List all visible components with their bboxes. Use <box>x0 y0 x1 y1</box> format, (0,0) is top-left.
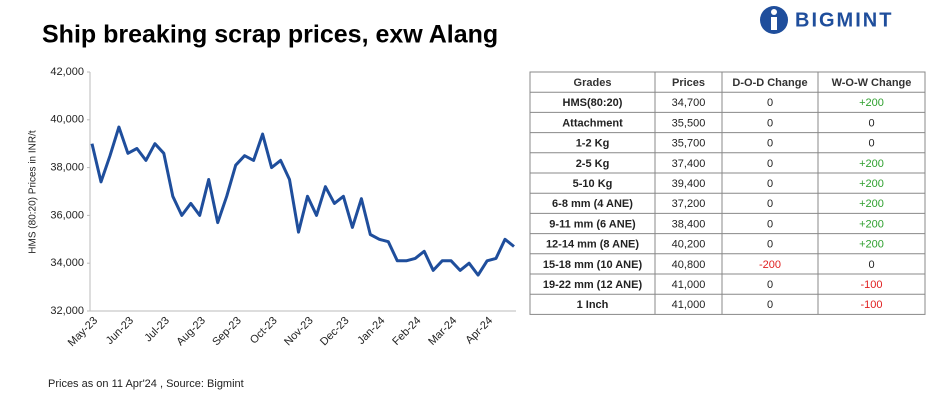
x-tick-label: Jul-23 <box>142 315 172 345</box>
table-cell: 12-14 mm (8 ANE) <box>546 239 639 251</box>
table-cell: 0 <box>767 239 773 251</box>
table-cell: 0 <box>767 218 773 230</box>
table-cell: 0 <box>868 117 874 129</box>
table-cell: +200 <box>859 218 884 230</box>
table-cell: 9-11 mm (6 ANE) <box>549 218 636 230</box>
table-cell: 6-8 mm (4 ANE) <box>552 198 633 210</box>
table-cell: 41,000 <box>672 299 706 311</box>
table-cell: 19-22 mm (12 ANE) <box>543 279 643 291</box>
table-cell: 0 <box>868 138 874 150</box>
y-tick-label: 32,000 <box>50 305 84 317</box>
table-cell: 38,400 <box>672 218 706 230</box>
table-cell: -200 <box>759 259 781 271</box>
chart-title: Ship breaking scrap prices, exw Alang <box>42 21 498 49</box>
table-cell: 0 <box>767 279 773 291</box>
table-cell: 0 <box>767 117 773 129</box>
table-cell: 5-10 Kg <box>573 178 613 190</box>
table-cell: 1 Inch <box>577 299 609 311</box>
table-header: W-O-W Change <box>832 77 912 89</box>
table-cell: +200 <box>859 239 884 251</box>
table-cell: 40,200 <box>672 239 706 251</box>
table-cell: 39,400 <box>672 178 706 190</box>
y-tick-label: 34,000 <box>50 257 84 269</box>
table-cell: 41,000 <box>672 279 706 291</box>
x-tick-label: Dec-23 <box>318 315 352 349</box>
table-cell: HMS(80:20) <box>563 97 623 109</box>
x-tick-label: Jan-24 <box>355 315 387 347</box>
table-cell: 35,700 <box>672 138 706 150</box>
logo-icon <box>760 6 788 34</box>
table-cell: -100 <box>860 279 882 291</box>
y-tick-label: 40,000 <box>50 114 84 126</box>
table-cell: Attachment <box>562 117 623 129</box>
y-tick-label: 38,000 <box>50 162 84 174</box>
x-tick-label: Sep-23 <box>210 315 244 349</box>
table-cell: 0 <box>767 299 773 311</box>
data-line <box>90 125 515 277</box>
table-cell: -100 <box>860 299 882 311</box>
footnote: Prices as on 11 Apr'24 , Source: Bigmint <box>48 378 244 390</box>
x-tick-label: Feb-24 <box>390 315 423 348</box>
table-cell: 15-18 mm (10 ANE) <box>543 259 643 271</box>
table-cell: 0 <box>767 97 773 109</box>
table-cell: 0 <box>868 259 874 271</box>
x-tick-label: Apr-24 <box>463 315 495 347</box>
table-cell: +200 <box>859 97 884 109</box>
table-cell: +200 <box>859 178 884 190</box>
table-cell: 34,700 <box>672 97 706 109</box>
y-tick-label: 36,000 <box>50 209 84 221</box>
table-header: D-O-D Change <box>732 77 807 89</box>
table-cell: 37,200 <box>672 198 706 210</box>
x-tick-label: Mar-24 <box>426 315 459 348</box>
table-cell: +200 <box>859 198 884 210</box>
table-cell: 0 <box>767 178 773 190</box>
table-cell: 1-2 Kg <box>576 138 610 150</box>
table-cell: 37,400 <box>672 158 706 170</box>
x-tick-label: Jun-23 <box>104 315 136 347</box>
table-cell: 2-5 Kg <box>576 158 610 170</box>
y-axis-label: HMS (80:20) Prices in INR/t <box>28 130 39 254</box>
y-tick-label: 42,000 <box>50 66 84 78</box>
table-header: Prices <box>672 77 705 89</box>
logo-text: BIGMINT <box>795 9 893 31</box>
table-cell: 0 <box>767 158 773 170</box>
table-header: Grades <box>574 77 612 89</box>
x-tick-label: Oct-23 <box>248 315 280 347</box>
table-cell: 35,500 <box>672 117 706 129</box>
table-cell: 0 <box>767 198 773 210</box>
x-tick-label: Aug-23 <box>174 315 208 349</box>
table-cell: +200 <box>859 158 884 170</box>
table-cell: 40,800 <box>672 259 706 271</box>
x-tick-label: May-23 <box>66 315 100 349</box>
table-cell: 0 <box>767 138 773 150</box>
x-tick-label: Nov-23 <box>282 315 316 349</box>
